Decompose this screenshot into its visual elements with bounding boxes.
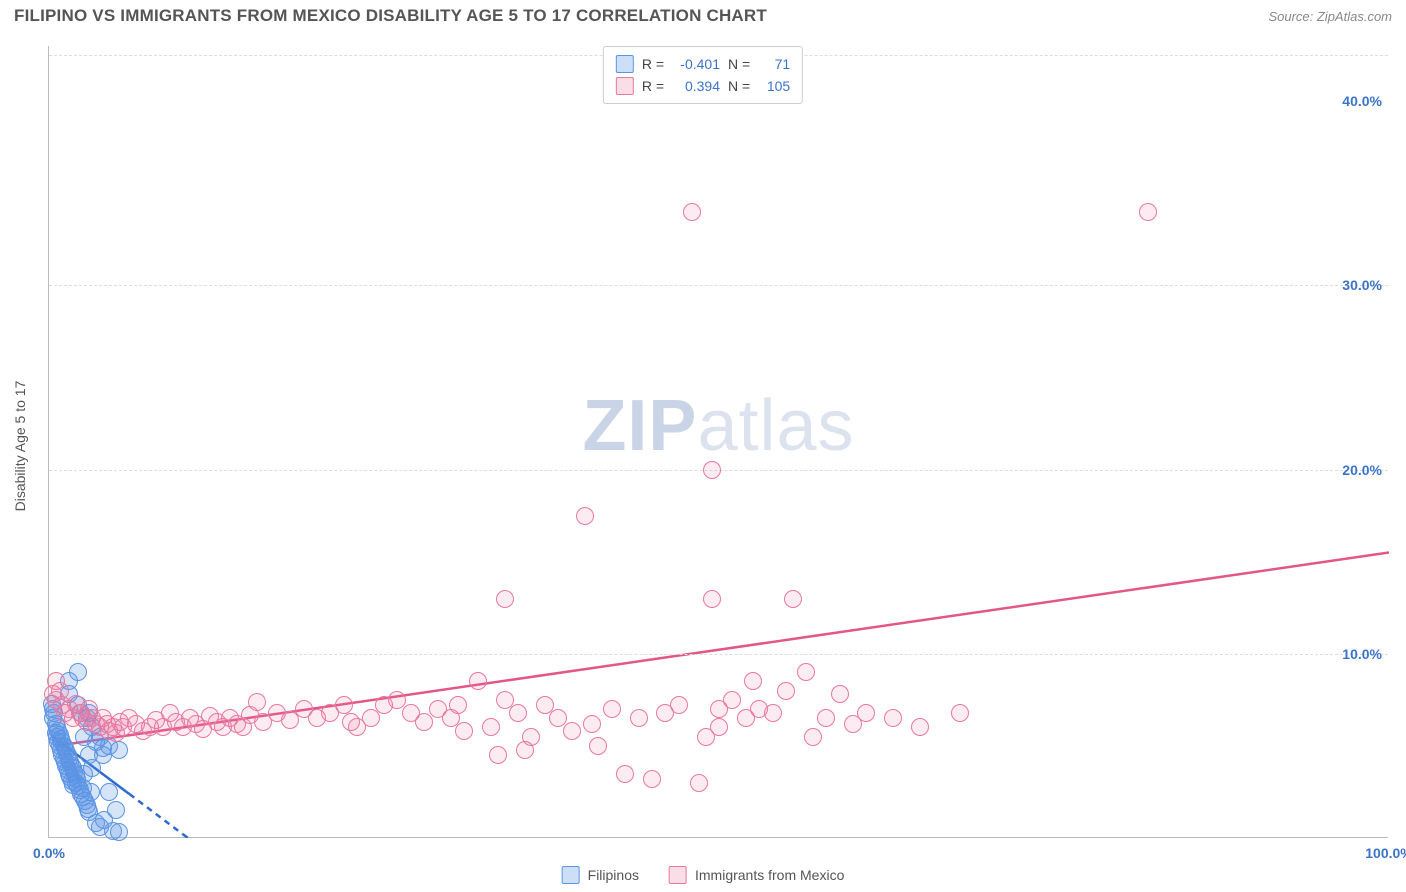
data-point — [482, 718, 500, 736]
data-point — [107, 801, 125, 819]
data-point — [857, 704, 875, 722]
legend-swatch-pink — [616, 77, 634, 95]
data-point — [335, 696, 353, 714]
data-point — [509, 704, 527, 722]
n-label: N = — [728, 75, 750, 97]
data-point — [496, 590, 514, 608]
data-point — [670, 696, 688, 714]
source-attribution: Source: ZipAtlas.com — [1268, 9, 1392, 24]
watermark-rest: atlas — [697, 386, 854, 466]
data-point — [710, 718, 728, 736]
data-point — [455, 722, 473, 740]
gridline — [49, 654, 1388, 655]
n-value-pink: 105 — [758, 75, 790, 97]
data-point — [643, 770, 661, 788]
data-point — [563, 722, 581, 740]
data-point — [469, 672, 487, 690]
data-point — [583, 715, 601, 733]
y-tick-label: 30.0% — [1342, 277, 1382, 293]
data-point — [703, 461, 721, 479]
data-point — [804, 728, 822, 746]
data-point — [576, 507, 594, 525]
legend-series: Filipinos Immigrants from Mexico — [562, 866, 845, 884]
data-point — [817, 709, 835, 727]
n-label: N = — [728, 53, 750, 75]
data-point — [884, 709, 902, 727]
data-point — [777, 682, 795, 700]
data-point — [784, 590, 802, 608]
x-tick-label: 100.0% — [1365, 845, 1406, 861]
r-label: R = — [642, 75, 664, 97]
legend-swatch-pink — [669, 866, 687, 884]
data-point — [797, 663, 815, 681]
data-point — [82, 783, 100, 801]
data-point — [630, 709, 648, 727]
y-tick-label: 20.0% — [1342, 462, 1382, 478]
data-point — [911, 718, 929, 736]
data-point — [449, 696, 467, 714]
legend-label-filipinos: Filipinos — [588, 867, 639, 883]
legend-row-pink: R = 0.394 N = 105 — [616, 75, 790, 97]
legend-row-blue: R = -0.401 N = 71 — [616, 53, 790, 75]
x-tick-label: 0.0% — [33, 845, 65, 861]
data-point — [744, 672, 762, 690]
watermark-bold: ZIP — [582, 386, 697, 466]
data-point — [703, 590, 721, 608]
legend-item-filipinos: Filipinos — [562, 866, 639, 884]
data-point — [489, 746, 507, 764]
gridline — [49, 285, 1388, 286]
data-point — [951, 704, 969, 722]
chart-title: FILIPINO VS IMMIGRANTS FROM MEXICO DISAB… — [14, 6, 767, 26]
r-value-blue: -0.401 — [672, 53, 720, 75]
title-bar: FILIPINO VS IMMIGRANTS FROM MEXICO DISAB… — [0, 0, 1406, 36]
data-point — [690, 774, 708, 792]
data-point — [764, 704, 782, 722]
r-label: R = — [642, 53, 664, 75]
y-tick-label: 40.0% — [1342, 93, 1382, 109]
legend-swatch-blue — [616, 55, 634, 73]
n-value-blue: 71 — [758, 53, 790, 75]
legend-item-mexico: Immigrants from Mexico — [669, 866, 844, 884]
data-point — [683, 203, 701, 221]
data-point — [248, 693, 266, 711]
data-point — [100, 783, 118, 801]
data-point — [110, 823, 128, 841]
data-point — [831, 685, 849, 703]
legend-correlation: R = -0.401 N = 71 R = 0.394 N = 105 — [603, 46, 803, 104]
r-value-pink: 0.394 — [672, 75, 720, 97]
y-axis-label: Disability Age 5 to 17 — [12, 381, 28, 512]
y-tick-label: 10.0% — [1342, 646, 1382, 662]
legend-swatch-blue — [562, 866, 580, 884]
plot-area: ZIPatlas 10.0%20.0%30.0%40.0%0.0%100.0% — [48, 46, 1388, 838]
data-point — [603, 700, 621, 718]
data-point — [589, 737, 607, 755]
data-point — [710, 700, 728, 718]
data-point — [1139, 203, 1157, 221]
data-point — [522, 728, 540, 746]
data-point — [616, 765, 634, 783]
watermark: ZIPatlas — [582, 385, 854, 467]
legend-label-mexico: Immigrants from Mexico — [695, 867, 844, 883]
data-point — [47, 672, 65, 690]
